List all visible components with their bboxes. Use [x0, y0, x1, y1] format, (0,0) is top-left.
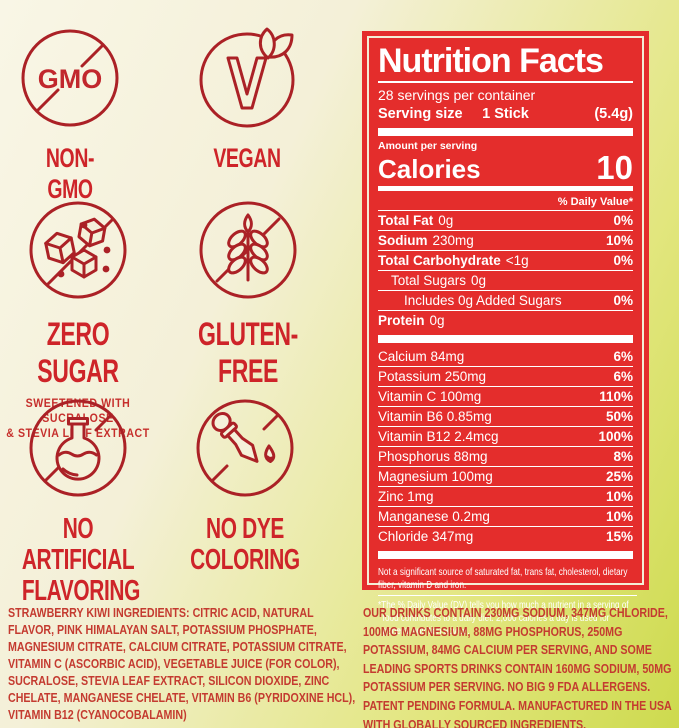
no-flask-icon: [29, 399, 127, 497]
calories-row: Calories 10: [378, 149, 633, 186]
nutrition-row: Vitamin C 100mg 110%: [378, 385, 633, 406]
svg-text:GMO: GMO: [38, 64, 103, 94]
nutrition-row: Chloride 347mg 15%: [378, 525, 633, 546]
serving-size-weight: (5.4g): [594, 106, 633, 122]
footnote-daily-value: *The % Daily Value (DV) tells you how mu…: [378, 594, 637, 640]
ingredients-text: CITRIC ACID, NATURAL FLAVOR, PINK HIMALA…: [8, 605, 356, 722]
thick-divider: [378, 128, 633, 136]
thick-divider: [378, 334, 633, 343]
badge-label: GLUTEN-FREE: [198, 316, 298, 389]
nutrition-row: Total Fat 0g 0%: [378, 209, 633, 230]
footnotes: Not a significant source of saturated fa…: [378, 563, 637, 640]
nutrition-row: Total Carbohydrate <1g 0%: [378, 249, 633, 270]
nutrition-row: Calcium 84mg 6%: [378, 348, 633, 364]
badge-label: NO DYE COLORING: [190, 513, 300, 576]
badge-vegan: VEGAN: [185, 26, 309, 174]
badge-gluten-free: GLUTEN-FREE: [168, 198, 328, 390]
servings-per-container: 28 servings per container: [378, 87, 536, 103]
serving-size-row: Serving size 1 Stick (5.4g): [378, 105, 633, 123]
no-dropper-icon: [196, 399, 294, 497]
calories-value: 10: [596, 149, 633, 186]
ingredients-lead: STRAWBERRY KIWI INGREDIENTS:: [8, 605, 190, 620]
nutrition-row: Potassium 250mg 6%: [378, 365, 633, 386]
no-gmo-icon: GMO: [21, 29, 119, 127]
badge-no-dye-coloring: NO DYE COLORING: [167, 396, 323, 576]
badge-label: NON-GMO: [45, 143, 95, 204]
thick-divider: [378, 550, 633, 559]
no-wheat-icon: [199, 201, 297, 299]
nutrition-row: Sodium 230mg 10%: [378, 229, 633, 250]
nutrition-row: Vitamin B12 2.4mcg 100%: [378, 425, 633, 446]
nutrition-row: Total Sugars 0g: [378, 269, 633, 290]
nutrition-row: Protein 0g: [378, 309, 633, 330]
nutrition-facts-title: Nutrition Facts: [378, 43, 633, 83]
nutrition-row: Zinc 1mg 10%: [378, 485, 633, 506]
amount-per-serving-label: Amount per serving: [378, 140, 478, 152]
nutrition-row: Magnesium 100mg 25%: [378, 465, 633, 486]
serving-size-label: Serving size: [378, 106, 463, 122]
comparison-note: OUR DRINKS CONTAIN 230MG SODIUM, 347MG C…: [363, 605, 672, 728]
macro-rows: Total Fat 0g 0% Sodium 230mg 10% Total C…: [378, 209, 633, 330]
nutrition-facts-panel: Nutrition Facts 28 servings per containe…: [367, 36, 644, 637]
badge-zero-sugar: ZERO SUGAR SWEETENED WITH SUCRALOSE & ST…: [0, 198, 156, 442]
calories-label: Calories: [378, 154, 481, 184]
nutrition-row: Manganese 0.2mg 10%: [378, 505, 633, 526]
daily-value-header: % Daily Value*: [557, 195, 633, 208]
badge-label: ZERO SUGAR: [37, 316, 119, 389]
serving-size-value: 1 Stick: [482, 106, 529, 122]
ingredients-paragraph: STRAWBERRY KIWI INGREDIENTS: CITRIC ACID…: [8, 604, 361, 723]
nutrition-row: Vitamin B6 0.85mg 50%: [378, 405, 633, 426]
medium-divider: [378, 186, 633, 191]
badge-no-artificial-flavoring: NO ARTIFICIAL FLAVORING: [0, 396, 156, 607]
badge-non-gmo: GMO NON-GMO: [8, 26, 132, 205]
micronutrient-rows: Calcium 84mg 6% Potassium 250mg 6% Vitam…: [378, 347, 633, 546]
badge-label: NO ARTIFICIAL FLAVORING: [21, 513, 141, 607]
no-sugar-cubes-icon: [29, 201, 127, 299]
footnote-not-significant: Not a significant source of saturated fa…: [378, 565, 628, 591]
nutrition-row: Phosphorus 88mg 8%: [378, 445, 633, 466]
nutrition-row: Includes 0g Added Sugars 0%: [378, 289, 633, 310]
badge-label: VEGAN: [213, 143, 281, 173]
vegan-v-leaf-icon: [199, 27, 295, 128]
